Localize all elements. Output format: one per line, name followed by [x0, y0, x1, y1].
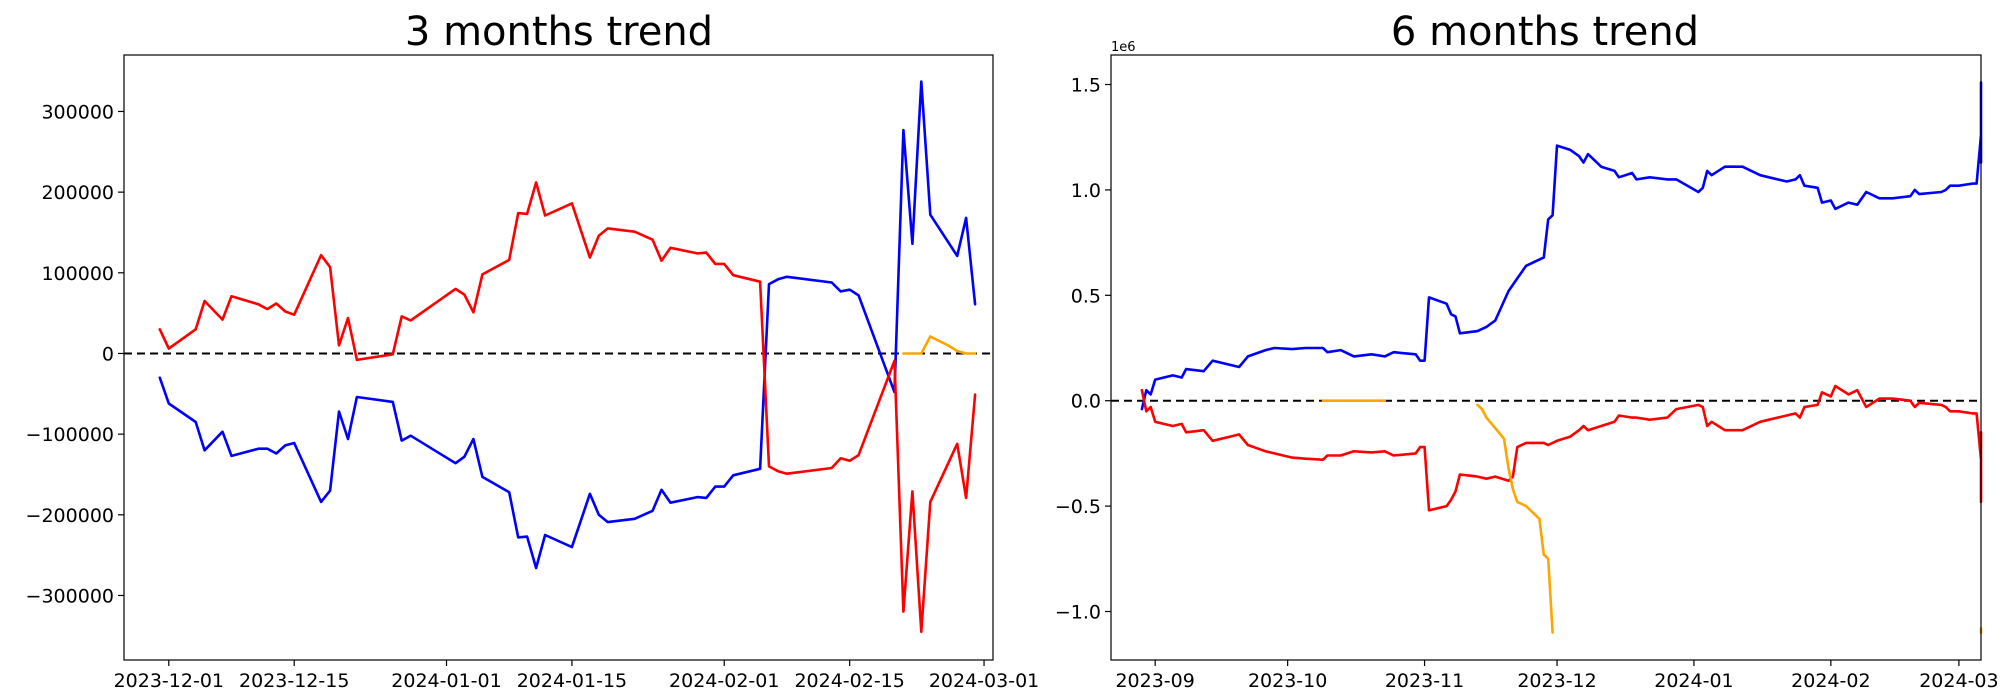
- y-tick-label: −300000: [26, 585, 114, 607]
- series-line: [902, 335, 977, 355]
- x-tick-label: 2023-11: [1385, 670, 1464, 692]
- six-month-trend-chart: 6 months trend 1e6 2023-09 2023-10 2023-11…: [1055, 9, 1999, 692]
- series-line: [158, 80, 977, 570]
- x-axis-ticks: 2023-09 2023-10 2023-11 2023-12 2024-01 2024-…: [1115, 660, 1999, 692]
- series-lines: [1140, 81, 1983, 634]
- series-lines: [158, 80, 977, 634]
- plot-frame: [123, 54, 994, 661]
- y-tick-label: −200000: [26, 505, 114, 527]
- y-tick-label: 1.5: [1071, 75, 1101, 97]
- series-line: [1140, 81, 1983, 411]
- y-tick-label: −1.0: [1055, 602, 1101, 624]
- x-tick-label: 2023-09: [1115, 670, 1194, 692]
- x-tick-label: 2024-01-01: [391, 670, 501, 692]
- y-axis-ticks: −300000 −200000 −100000 0 100000 200000 300000: [26, 101, 124, 607]
- y-tick-label: 0: [102, 343, 114, 365]
- y-tick-label: 1.0: [1071, 180, 1101, 202]
- x-tick-label: 2024-01-15: [517, 670, 627, 692]
- x-tick-label: 2023-12-15: [239, 670, 349, 692]
- three-month-trend-chart: 3 months trend 2023-12-01 2023-12-15 2024-…: [26, 9, 1040, 692]
- y-tick-label: 0.0: [1071, 391, 1101, 413]
- x-tick-label: 2024-02-15: [794, 670, 904, 692]
- y-tick-label: 200000: [41, 182, 114, 204]
- series-line: [1476, 403, 1554, 634]
- series-line: [158, 181, 977, 634]
- plot-frame: [1110, 54, 1982, 661]
- x-tick-label: 2023-12-01: [114, 670, 224, 692]
- x-tick-label: 2023-12: [1517, 670, 1596, 692]
- x-axis-ticks: 2023-12-01 2023-12-15 2024-01-01 2024-01-15…: [114, 660, 1039, 692]
- x-tick-label: 2024-02: [1791, 670, 1870, 692]
- x-tick-label: 2024-03: [1919, 670, 1998, 692]
- y-tick-label: −0.5: [1055, 496, 1101, 518]
- x-tick-label: 2024-03-01: [929, 670, 1039, 692]
- chart-title: 6 months trend: [1391, 9, 1699, 55]
- series-line: [1140, 384, 1983, 512]
- y-tick-label: −100000: [26, 424, 114, 446]
- y-tick-label: 100000: [41, 263, 114, 285]
- y-tick-label: 0.5: [1071, 285, 1101, 307]
- x-tick-label: 2023-10: [1248, 670, 1327, 692]
- y-axis-offset-label: 1e6: [1111, 40, 1136, 55]
- x-tick-label: 2024-02-01: [669, 670, 779, 692]
- chart-title: 3 months trend: [405, 9, 713, 55]
- x-tick-label: 2024-01: [1654, 670, 1733, 692]
- y-axis-ticks: −1.0 −0.5 0.0 0.5 1.0 1.5: [1055, 75, 1111, 624]
- y-tick-label: 300000: [41, 101, 114, 123]
